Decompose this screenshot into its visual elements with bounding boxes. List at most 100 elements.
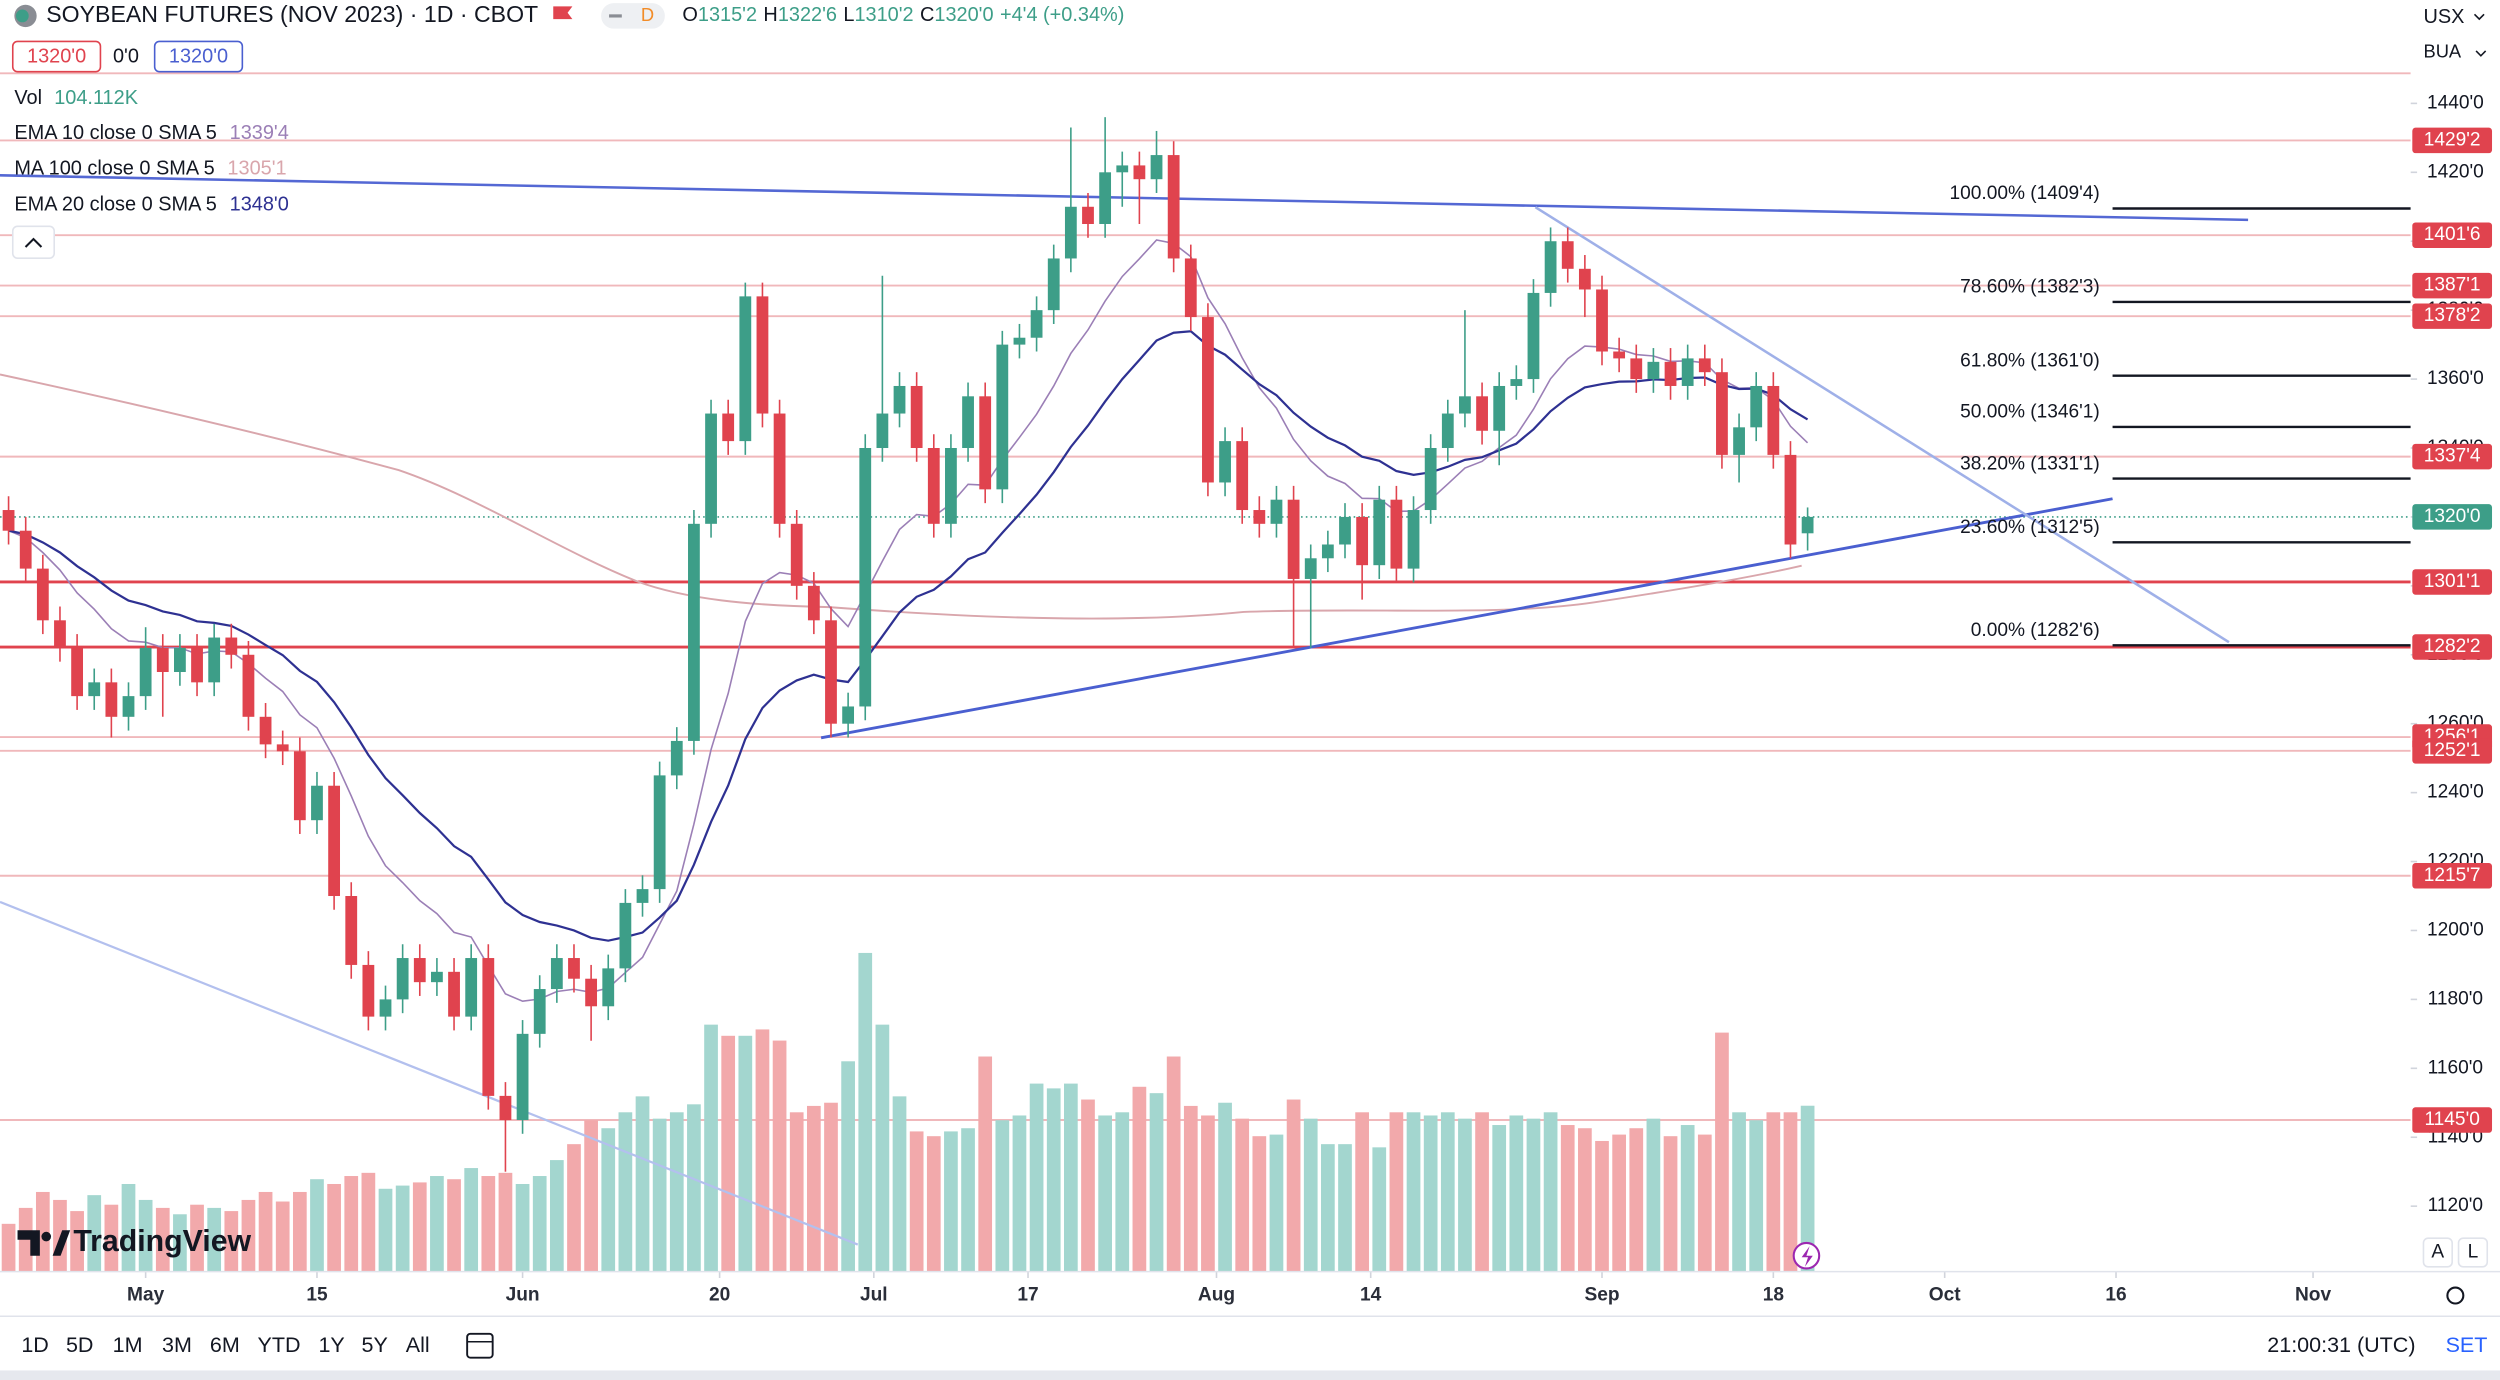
candle-body bbox=[413, 958, 426, 983]
volume-bar bbox=[395, 1185, 410, 1272]
volume-bar bbox=[498, 1172, 513, 1272]
candle-body bbox=[1321, 544, 1334, 559]
candle-body bbox=[585, 978, 598, 1007]
volume-bar bbox=[772, 1040, 787, 1272]
volume-bar bbox=[292, 1191, 307, 1272]
log-scale-button[interactable] bbox=[2457, 1237, 2489, 1268]
volume-bar bbox=[344, 1176, 359, 1272]
volume-bar bbox=[1321, 1144, 1335, 1272]
candle-body bbox=[1459, 396, 1471, 414]
level-tag bbox=[2412, 863, 2493, 889]
mode-pill[interactable] bbox=[601, 3, 665, 29]
candle-body bbox=[996, 344, 1009, 490]
level-tag-label: 1282'2 bbox=[2424, 636, 2481, 657]
level-tag bbox=[2412, 303, 2493, 329]
volume-bar bbox=[1715, 1032, 1729, 1272]
level-tag-label: 1401'6 bbox=[2424, 224, 2481, 245]
candle-body bbox=[533, 989, 546, 1034]
auto-scale-button[interactable] bbox=[2422, 1237, 2453, 1268]
range-button[interactable]: 6M bbox=[210, 1333, 240, 1357]
calendar-icon[interactable] bbox=[466, 1332, 494, 1359]
range-button[interactable]: 1Y bbox=[318, 1333, 344, 1357]
sell-price-box[interactable] bbox=[11, 40, 102, 73]
candle-body bbox=[893, 385, 906, 414]
range-toolbar: 1D 5D 1M 3M 6M YTD 1Y 5Y All bbox=[21, 1333, 429, 1357]
candle-body bbox=[773, 413, 786, 524]
range-button[interactable]: YTD bbox=[258, 1333, 301, 1357]
volume-bar bbox=[961, 1128, 975, 1272]
unit-box[interactable] bbox=[2413, 36, 2500, 69]
candle-body bbox=[1698, 358, 1711, 373]
currency-box[interactable] bbox=[2413, 0, 2500, 36]
candle-body bbox=[1047, 258, 1060, 311]
levels-layer bbox=[0, 72, 2411, 1121]
volume-bar bbox=[652, 1118, 667, 1272]
candle-body bbox=[1099, 172, 1112, 225]
level-tag-label: 1387'1 bbox=[2424, 275, 2481, 296]
candle-body bbox=[1133, 165, 1146, 180]
candle-body bbox=[1339, 516, 1351, 545]
range-button[interactable]: 5D bbox=[66, 1333, 93, 1357]
buy-price-box[interactable] bbox=[153, 40, 244, 73]
volume-bar bbox=[944, 1131, 958, 1272]
range-button[interactable]: 5Y bbox=[362, 1333, 388, 1357]
x-tick-label: Oct bbox=[1929, 1285, 1962, 1306]
candle-body bbox=[962, 396, 974, 449]
candle-body bbox=[705, 413, 717, 524]
y-tick-label: 1440'0 bbox=[2427, 92, 2484, 113]
volume-bar bbox=[1475, 1112, 1489, 1272]
settings-button[interactable]: SET bbox=[2446, 1333, 2488, 1357]
volume-bar bbox=[892, 1096, 907, 1272]
volume-bar bbox=[87, 1195, 102, 1272]
volume-bar bbox=[1800, 1105, 1815, 1272]
trend-line bbox=[0, 900, 859, 1246]
indicator-legend: MA 100 close 0 SMA 5 1305'1 bbox=[14, 158, 286, 180]
level-tag-label: 1429'2 bbox=[2424, 129, 2481, 150]
volume-bar bbox=[1338, 1144, 1352, 1272]
volume-bar bbox=[121, 1183, 136, 1272]
volume-bar bbox=[926, 1136, 941, 1272]
indicator-name: EMA 10 close 0 SMA 5 bbox=[14, 122, 217, 144]
range-button[interactable]: 1M bbox=[113, 1333, 143, 1357]
volume-bar bbox=[258, 1191, 273, 1272]
bottom-strip bbox=[0, 1370, 2500, 1380]
volume-bar bbox=[1423, 1115, 1438, 1272]
volume-bar bbox=[1355, 1112, 1369, 1272]
candle-body bbox=[945, 448, 957, 524]
candle-body bbox=[1030, 310, 1043, 338]
volume-bar bbox=[1595, 1140, 1609, 1272]
volume-legend-name: Vol bbox=[14, 87, 42, 109]
level-tag-label: 1337'4 bbox=[2424, 446, 2481, 467]
volume-bar bbox=[995, 1120, 1010, 1272]
fib-label: 100.00% (1409'4) bbox=[1950, 183, 2100, 204]
flag-icon[interactable] bbox=[553, 6, 573, 20]
range-button[interactable]: 1D bbox=[21, 1333, 48, 1357]
level-tag-label: 1378'2 bbox=[2424, 305, 2481, 326]
x-tick-label: 17 bbox=[1017, 1285, 1038, 1306]
candle-body bbox=[1236, 441, 1249, 511]
sell-price: 1320'0 bbox=[27, 46, 86, 68]
collapse-button[interactable] bbox=[11, 225, 56, 259]
range-button[interactable]: All bbox=[406, 1333, 430, 1357]
volume-bar bbox=[978, 1056, 993, 1272]
indicator-legend: EMA 20 close 0 SMA 5 1348'0 bbox=[14, 194, 288, 216]
settings-gear[interactable] bbox=[2446, 1286, 2465, 1305]
candle-body bbox=[1630, 358, 1643, 380]
volume-bar bbox=[1612, 1134, 1626, 1272]
volume-bar bbox=[173, 1214, 187, 1272]
candle-body bbox=[465, 958, 478, 1017]
candle-body bbox=[1116, 165, 1129, 173]
level-tag bbox=[2412, 738, 2493, 764]
volume-bar bbox=[138, 1199, 153, 1272]
range-button[interactable]: 3M bbox=[162, 1333, 192, 1357]
volume-bar bbox=[841, 1061, 855, 1272]
candle-body bbox=[71, 647, 84, 697]
indicator-value: 1339'4 bbox=[230, 122, 289, 144]
level-tag-label: 1301'1 bbox=[2424, 571, 2481, 592]
indicator-value: 1305'1 bbox=[227, 158, 286, 180]
candle-body bbox=[1373, 499, 1386, 566]
candle-body bbox=[910, 385, 923, 449]
candle-body bbox=[1013, 337, 1026, 345]
level-tag bbox=[2412, 1107, 2493, 1133]
